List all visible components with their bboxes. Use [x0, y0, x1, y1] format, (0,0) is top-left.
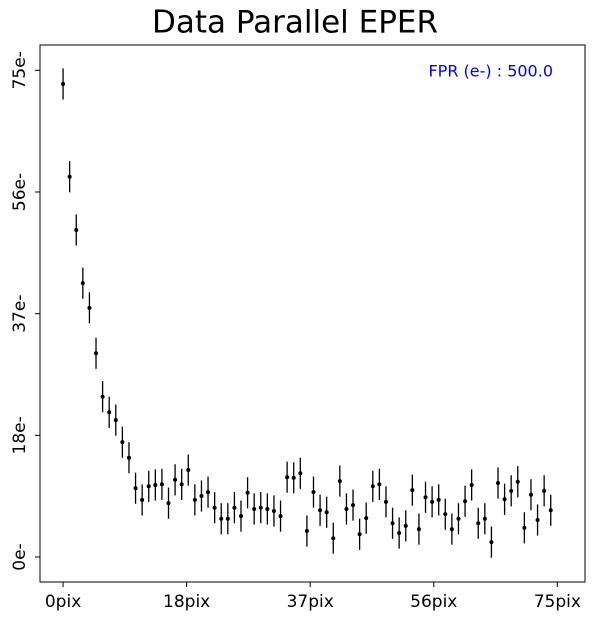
data-point	[337, 479, 342, 484]
data-point	[311, 490, 316, 495]
data-point	[502, 497, 507, 502]
data-point	[416, 527, 421, 532]
data-point	[443, 512, 448, 517]
data-point	[383, 499, 388, 504]
data-point	[140, 497, 145, 502]
annotation: FPR (e-) : 500.0	[428, 62, 553, 81]
data-point	[535, 518, 540, 523]
chart-title: Data Parallel EPER	[152, 5, 438, 41]
data-point	[364, 516, 369, 521]
data-point	[291, 475, 296, 480]
data-point	[390, 521, 395, 526]
data-point	[166, 501, 171, 506]
data-point	[436, 497, 441, 502]
data-point	[482, 516, 487, 521]
data-point	[61, 81, 66, 86]
data-point	[80, 281, 85, 286]
data-point	[298, 471, 303, 476]
y-tick-label: 18e-	[10, 416, 30, 454]
y-tick-label: 0e-	[10, 543, 30, 570]
data-point	[423, 495, 428, 500]
data-point	[351, 503, 356, 508]
data-point	[265, 506, 270, 511]
data-point	[542, 488, 547, 493]
data-point	[410, 488, 415, 493]
data-point	[489, 540, 494, 545]
data-point	[87, 305, 92, 310]
data-point	[252, 506, 257, 511]
x-tick-label: 0pix	[45, 592, 81, 612]
data-point	[370, 484, 375, 489]
data-point	[133, 486, 138, 491]
data-point	[509, 488, 514, 493]
data-point	[331, 536, 336, 541]
data-point	[304, 529, 309, 534]
data-point	[344, 506, 349, 511]
data-point	[271, 508, 276, 513]
data-point	[476, 521, 481, 526]
x-tick-label: 75pix	[534, 592, 581, 612]
data-point	[74, 227, 79, 232]
data-point	[397, 531, 402, 536]
data-point	[225, 516, 230, 521]
data-point	[324, 510, 329, 515]
data-point	[179, 482, 184, 487]
y-tick-label: 75e-	[10, 51, 30, 89]
data-point	[212, 505, 217, 510]
data-point	[528, 492, 533, 497]
data-point	[199, 494, 204, 499]
x-tick-label: 56pix	[410, 592, 457, 612]
data-point	[496, 481, 501, 486]
data-point	[258, 505, 263, 510]
data-point	[153, 482, 158, 487]
data-point	[377, 482, 382, 487]
data-point	[278, 514, 283, 519]
data-point	[285, 475, 290, 480]
data-point	[126, 455, 131, 460]
data-point	[522, 525, 527, 530]
data-point	[94, 351, 99, 356]
y-tick-label: 37e-	[10, 295, 30, 333]
data-point	[206, 490, 211, 495]
data-point	[403, 523, 408, 528]
data-point	[192, 497, 197, 502]
data-point	[548, 508, 553, 513]
data-point	[100, 394, 105, 399]
data-point	[318, 508, 323, 513]
data-point	[107, 410, 112, 415]
x-tick-label: 18pix	[163, 592, 210, 612]
data-point	[159, 482, 164, 487]
data-point	[238, 514, 243, 519]
x-tick-label: 37pix	[287, 592, 334, 612]
data-point	[430, 499, 435, 504]
data-point	[449, 527, 454, 532]
data-point	[469, 482, 474, 487]
data-point	[463, 499, 468, 504]
data-point	[232, 505, 237, 510]
data-point	[357, 532, 362, 537]
data-point	[113, 418, 118, 423]
y-tick-label: 56e-	[10, 173, 30, 211]
data-point	[515, 479, 520, 484]
data-point	[146, 484, 151, 489]
data-point	[456, 516, 461, 521]
data-point	[186, 468, 191, 473]
plot-frame	[39, 44, 586, 583]
data-point	[245, 490, 250, 495]
data-point	[120, 440, 125, 445]
data-point	[173, 477, 178, 482]
data-point	[67, 174, 72, 179]
data-point	[219, 516, 224, 521]
